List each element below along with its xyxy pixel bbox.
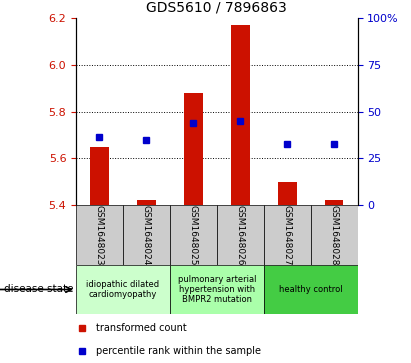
Bar [170, 265, 264, 314]
Text: healthy control: healthy control [279, 285, 342, 294]
Bar [264, 205, 311, 265]
Text: GSM1648026: GSM1648026 [236, 205, 245, 265]
Text: GSM1648024: GSM1648024 [142, 205, 151, 265]
Text: disease state: disease state [5, 285, 74, 294]
Text: GSM1648025: GSM1648025 [189, 205, 198, 265]
Bar [311, 205, 358, 265]
Text: GSM1648028: GSM1648028 [330, 205, 339, 265]
Bar [170, 205, 217, 265]
Bar [90, 147, 109, 205]
Bar [217, 205, 264, 265]
Bar [231, 25, 249, 205]
Bar [76, 205, 123, 265]
Bar [264, 265, 358, 314]
Bar [137, 200, 156, 205]
Text: GSM1648027: GSM1648027 [283, 205, 292, 265]
Bar [278, 182, 297, 205]
Bar [76, 265, 170, 314]
Bar [184, 93, 203, 205]
Bar [325, 200, 344, 205]
Title: GDS5610 / 7896863: GDS5610 / 7896863 [146, 0, 287, 14]
Text: GSM1648023: GSM1648023 [95, 205, 104, 265]
Text: transformed count: transformed count [96, 323, 187, 333]
Text: percentile rank within the sample: percentile rank within the sample [96, 346, 261, 356]
Text: idiopathic dilated
cardiomyopathy: idiopathic dilated cardiomyopathy [86, 280, 159, 299]
Text: pulmonary arterial
hypertension with
BMPR2 mutation: pulmonary arterial hypertension with BMP… [178, 274, 256, 305]
Bar [123, 205, 170, 265]
